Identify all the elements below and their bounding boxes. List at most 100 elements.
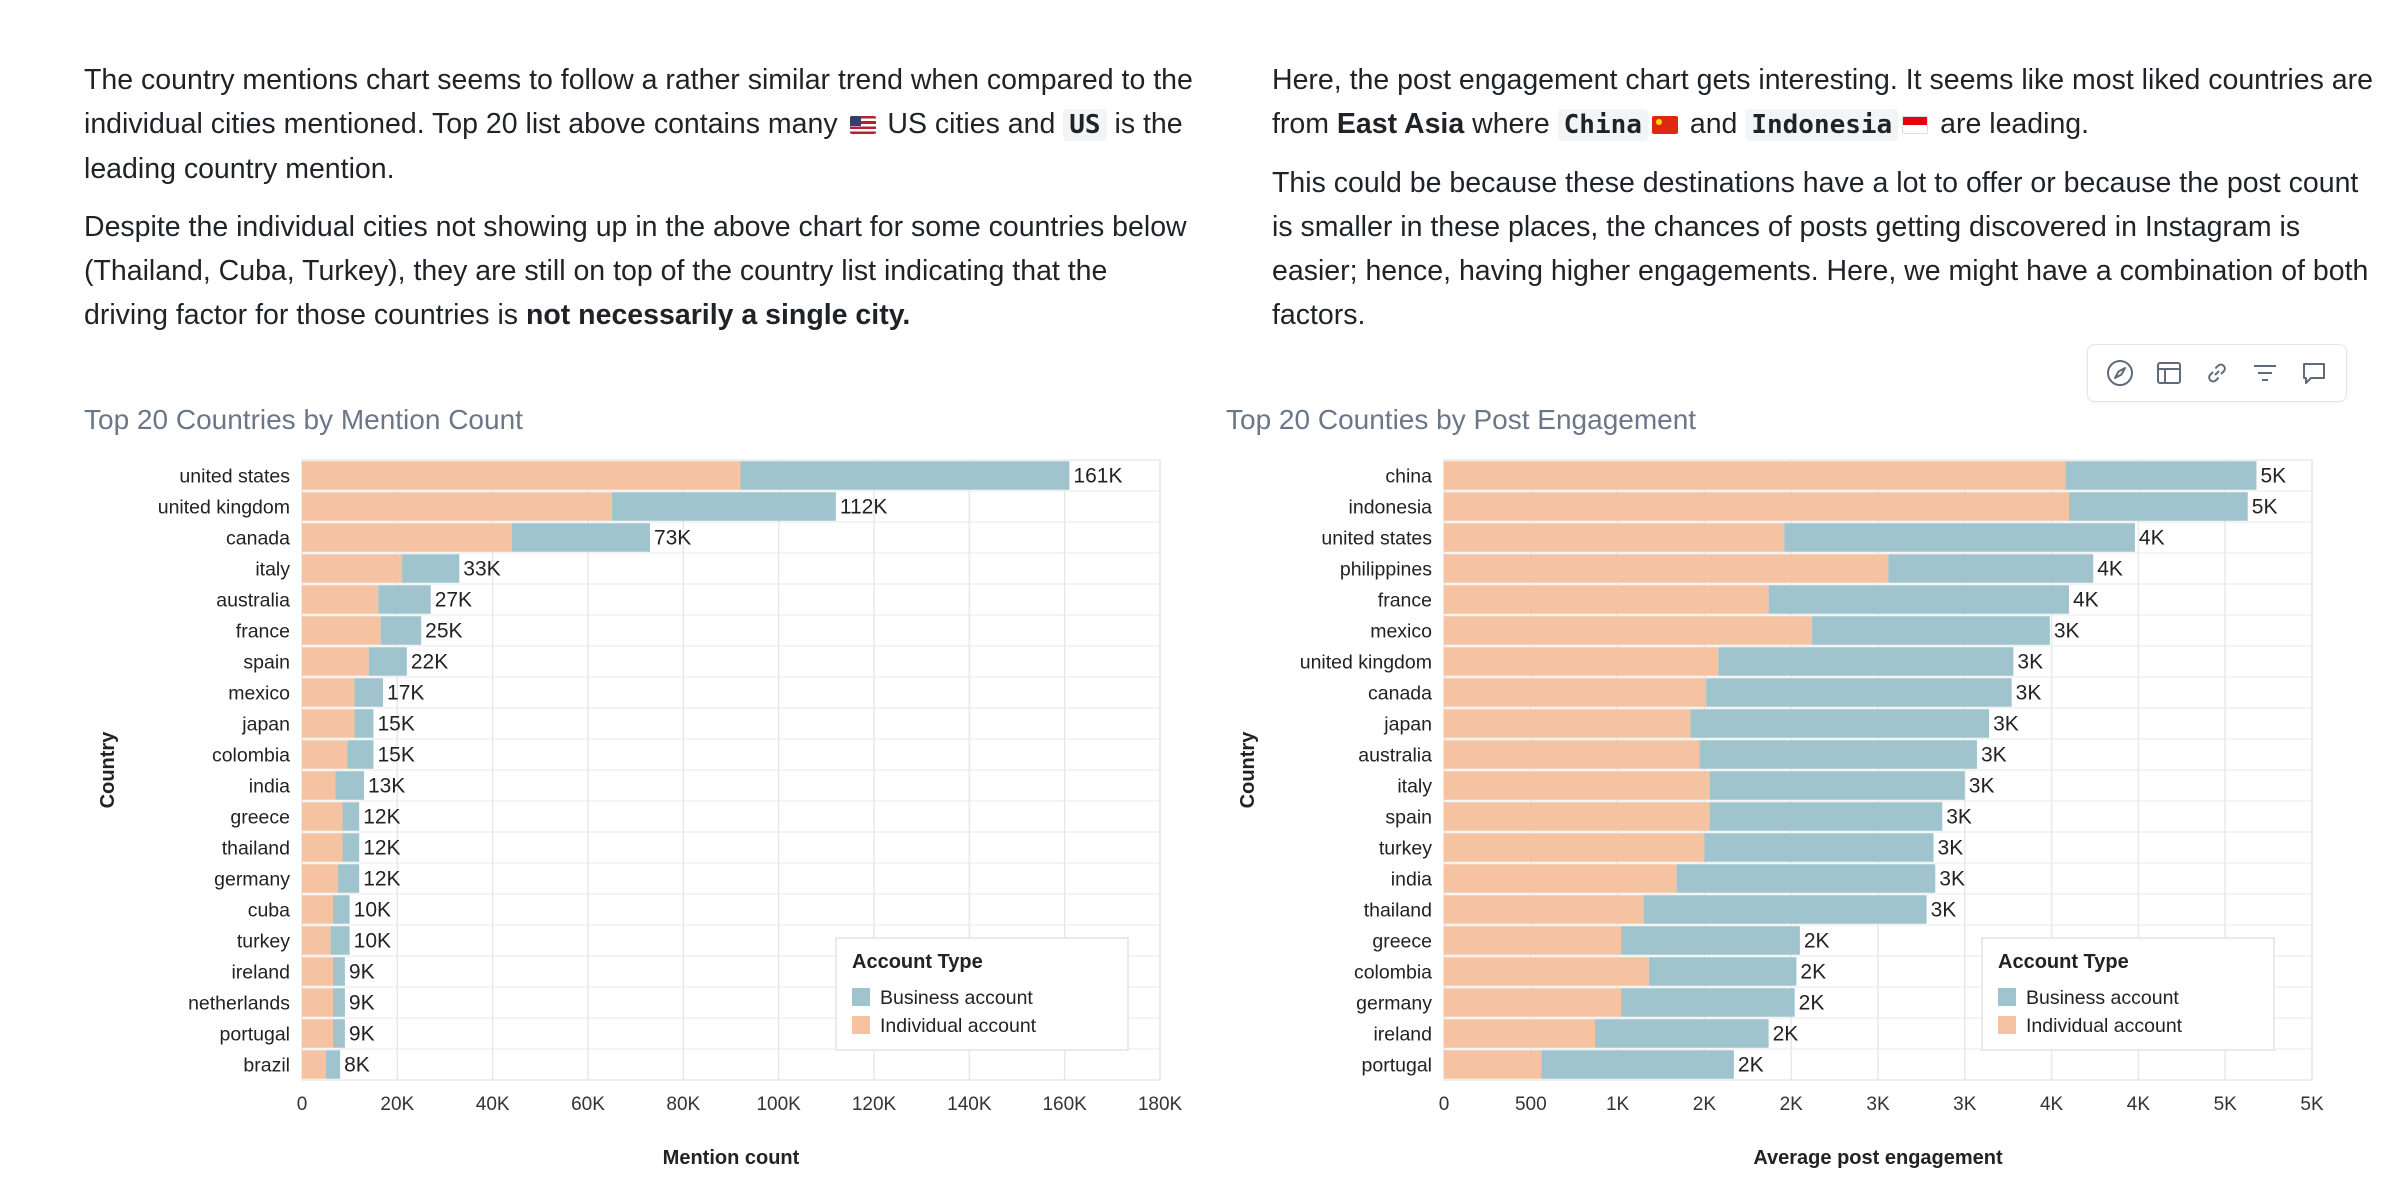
compass-icon[interactable] [2104, 357, 2136, 389]
bar-total-label: 2K [1804, 930, 1830, 953]
table-icon[interactable] [2153, 357, 2185, 389]
bar-individual-australia [1444, 740, 1700, 769]
bar-individual-india [302, 771, 336, 800]
bar-individual-france [1444, 585, 1769, 614]
y-tick-label: italy [255, 559, 290, 581]
bar-total-label: 4K [2139, 527, 2165, 550]
left-text-column: The country mentions chart seems to foll… [84, 58, 1194, 351]
bar-business-italy [402, 554, 460, 583]
bar-total-label: 4K [2097, 558, 2123, 581]
y-axis-label: Country [1237, 731, 1259, 809]
y-tick-label: germany [214, 869, 290, 891]
bar-total-label: 161K [1073, 465, 1122, 488]
legend-title: Account Type [1998, 951, 2129, 973]
bar-business-germany [337, 864, 360, 893]
link-icon[interactable] [2201, 357, 2233, 389]
y-tick-label: india [1391, 869, 1432, 891]
bar-business-cuba [332, 895, 350, 924]
bar-individual-united-kingdom [1444, 647, 1719, 676]
comment-icon[interactable] [2298, 357, 2330, 389]
bar-business-turkey [1704, 833, 1934, 862]
bar-total-label: 25K [425, 620, 462, 643]
bar-individual-netherlands [302, 988, 333, 1017]
y-tick-label: italy [1397, 776, 1432, 798]
bar-individual-united-states [1444, 523, 1785, 552]
x-tick-label: 3K [1866, 1094, 1890, 1115]
bar-individual-mexico [1444, 616, 1813, 645]
bar-total-label: 3K [1946, 806, 1972, 829]
bar-total-label: 10K [354, 899, 391, 922]
y-tick-label: portugal [220, 1024, 290, 1046]
bar-individual-indonesia [1444, 492, 2069, 521]
bold-phrase: not necessarily a single city. [525, 299, 911, 331]
bar-total-label: 22K [411, 651, 448, 674]
legend-box [1981, 937, 2275, 1051]
bar-business-united-kingdom [611, 492, 836, 521]
y-tick-label: cuba [248, 900, 290, 922]
bar-individual-australia [302, 585, 379, 614]
bar-individual-germany [302, 864, 338, 893]
y-tick-label: ireland [231, 962, 290, 984]
x-axis-label: Average post engagement [1753, 1147, 2003, 1169]
left-paragraph-1: The country mentions chart seems to foll… [84, 64, 1193, 185]
bar-individual-china [1444, 461, 2066, 490]
x-tick-label: 2K [1693, 1094, 1717, 1115]
y-tick-label: france [236, 621, 290, 643]
bar-business-mexico [1812, 616, 2050, 645]
bar-individual-greece [1444, 926, 1622, 955]
inline-code-china: China [1557, 109, 1648, 141]
bar-business-germany [1621, 988, 1795, 1017]
y-tick-label: spain [243, 652, 290, 674]
bar-business-portugal [1541, 1050, 1734, 1079]
bar-individual-spain [302, 647, 369, 676]
bar-total-label: 17K [387, 682, 424, 705]
y-tick-label: australia [216, 590, 290, 612]
y-tick-label: mexico [228, 683, 290, 705]
bar-business-turkey [330, 926, 350, 955]
bar-individual-japan [302, 709, 355, 738]
y-tick-label: india [249, 776, 290, 798]
legend-swatch-business [1998, 988, 2016, 1006]
x-tick-label: 5K [2214, 1094, 2238, 1115]
bar-individual-germany [1444, 988, 1622, 1017]
bar-total-label: 3K [1939, 868, 1965, 891]
bar-total-label: 2K [1738, 1054, 1764, 1077]
bar-business-brazil [325, 1050, 341, 1079]
legend-entry-business: Business account [2026, 987, 2179, 1009]
bar-business-greece [1621, 926, 1800, 955]
bar-business-thailand [1643, 895, 1927, 924]
bar-business-canada [1706, 678, 2012, 707]
filter-icon[interactable] [2249, 357, 2281, 389]
bar-individual-thailand [302, 833, 343, 862]
bar-total-label: 27K [435, 589, 472, 612]
bar-individual-india [1444, 864, 1677, 893]
bar-business-france [380, 616, 422, 645]
x-tick-label: 160K [1042, 1094, 1087, 1115]
y-axis-label: Country [97, 731, 119, 809]
bar-individual-portugal [1444, 1050, 1542, 1079]
legend: Account Type Business account Individual a… [1981, 937, 2275, 1051]
right-paragraph-2: This could be because these destinations… [1272, 167, 2369, 331]
bar-individual-italy [302, 554, 403, 583]
bar-individual-greece [302, 802, 343, 831]
x-tick-label: 4K [2040, 1094, 2064, 1115]
y-tick-label: united kingdom [1300, 652, 1432, 674]
y-tick-label: united states [179, 466, 290, 488]
bar-business-colombia [347, 740, 374, 769]
bar-business-colombia [1648, 957, 1797, 986]
bar-individual-italy [1444, 771, 1710, 800]
y-tick-label: germany [1356, 993, 1432, 1015]
bar-total-label: 13K [368, 775, 405, 798]
y-tick-label: united kingdom [158, 497, 290, 519]
x-axis-label: Mention count [663, 1147, 800, 1169]
bar-total-label: 3K [1969, 775, 1995, 798]
legend: Account Type Business account Individual a… [835, 937, 1129, 1051]
bar-individual-ireland [1444, 1019, 1596, 1048]
bar-total-label: 5K [2260, 465, 2286, 488]
y-tick-label: portugal [1362, 1055, 1432, 1077]
bar-total-label: 3K [2016, 682, 2042, 705]
bar-total-label: 15K [378, 713, 415, 736]
bar-total-label: 9K [349, 961, 375, 984]
bar-total-label: 8K [344, 1054, 370, 1077]
